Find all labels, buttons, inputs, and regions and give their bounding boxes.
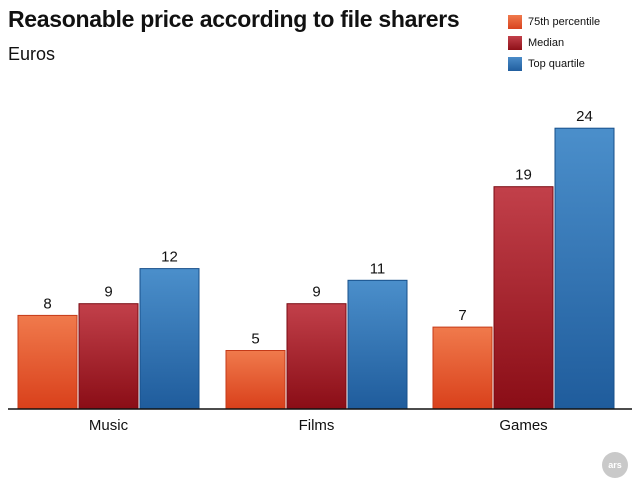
bar-music-75th-percentile [17,314,78,410]
bar-films-75th-percentile [225,350,286,410]
legend-label: Top quartile [528,58,585,70]
data-label-games-75th-percentile: 7 [458,307,466,324]
legend-swatch-top-quartile [508,57,522,71]
bar-music-top-quartile [139,268,200,410]
x-tick-label-films: Films [299,417,335,434]
data-label-games-median: 19 [515,167,532,184]
bar-games-75th-percentile [432,326,493,410]
ars-logo: ars [602,452,628,478]
data-label-films-75th-percentile: 5 [251,331,259,348]
legend-item-top-quartile: Top quartile [508,54,600,74]
legend: 75th percentile Median Top quartile [508,12,600,75]
x-tick-label-music: Music [89,417,129,434]
bar-films-median [286,303,347,410]
data-label-games-top-quartile: 24 [576,108,593,125]
legend-label: 75th percentile [528,16,601,28]
legend-item-75th-percentile: 75th percentile [508,12,600,32]
bar-films-top-quartile [347,279,408,410]
legend-swatch-median [508,36,522,50]
bar-music-median [78,303,139,410]
data-label-films-median: 9 [312,284,320,301]
data-label-music-75th-percentile: 8 [43,295,51,312]
bar-games-median [493,186,554,410]
chart-title: Reasonable price according to file share… [8,6,460,32]
logo-text: ars [608,460,622,470]
legend-swatch-75th-percentile [508,15,522,29]
x-tick-label-games: Games [499,417,547,434]
chart-subtitle: Euros [8,44,56,64]
bar-games-top-quartile [554,127,615,410]
data-label-music-median: 9 [104,284,112,301]
legend-label: Median [528,37,565,49]
data-label-music-top-quartile: 12 [161,249,178,266]
legend-item-median: Median [508,33,600,53]
data-label-films-top-quartile: 11 [370,260,386,277]
